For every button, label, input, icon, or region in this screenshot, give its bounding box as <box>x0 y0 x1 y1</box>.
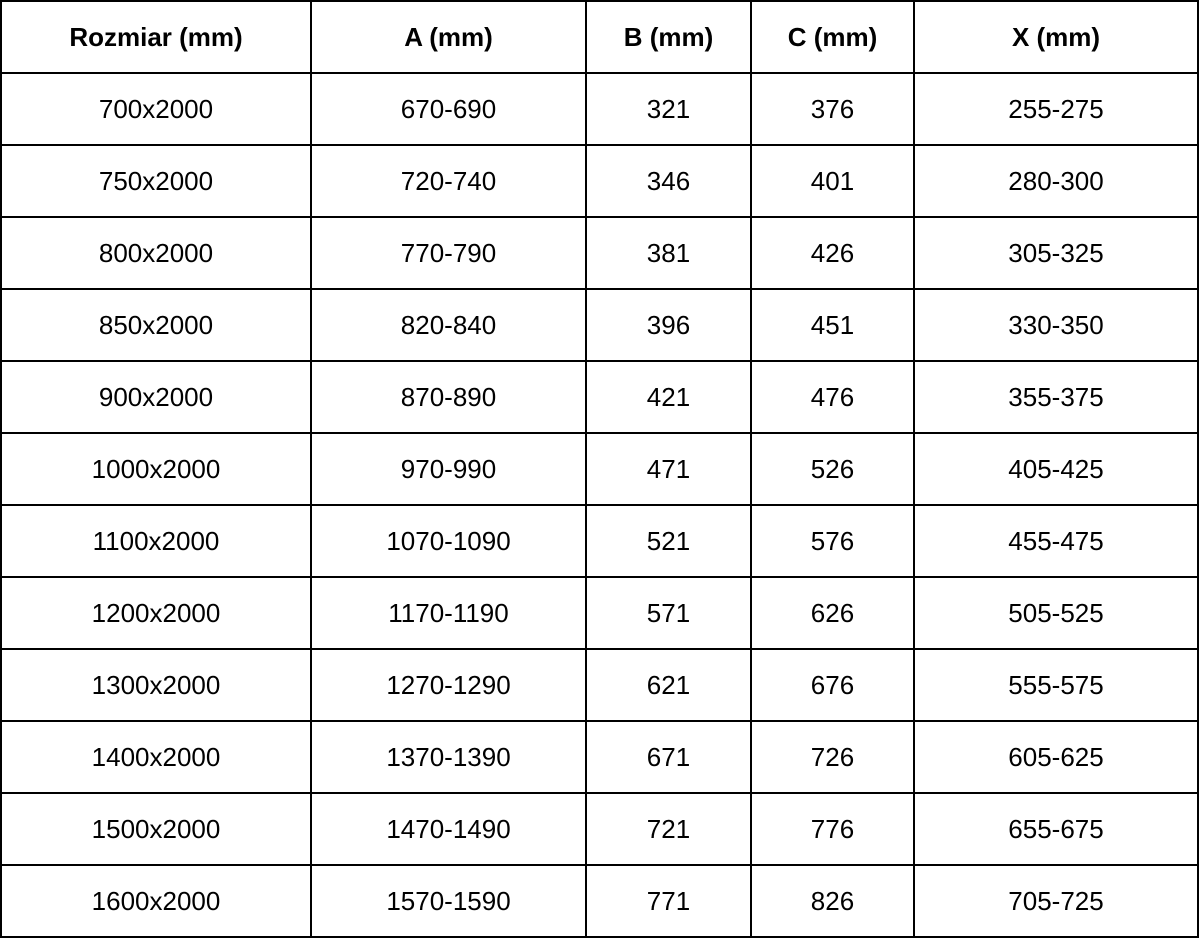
table-cell-x: 355-375 <box>913 360 1199 434</box>
table-cell-rozmiar: 1000x2000 <box>0 432 312 506</box>
table-cell-a: 970-990 <box>310 432 587 506</box>
table-row: 1600x2000 1570-1590 771 826 705-725 <box>0 864 1199 938</box>
table-header-row: Rozmiar (mm) A (mm) B (mm) C (mm) X (mm) <box>0 0 1199 74</box>
table-cell-x: 455-475 <box>913 504 1199 578</box>
table-cell-x: 280-300 <box>913 144 1199 218</box>
table-cell-b: 721 <box>585 792 752 866</box>
table-cell-b: 521 <box>585 504 752 578</box>
table-cell-rozmiar: 1600x2000 <box>0 864 312 938</box>
table-cell-x: 655-675 <box>913 792 1199 866</box>
table-cell-rozmiar: 1500x2000 <box>0 792 312 866</box>
table-cell-rozmiar: 700x2000 <box>0 72 312 146</box>
table-cell-c: 426 <box>750 216 915 290</box>
table-cell-b: 671 <box>585 720 752 794</box>
table-cell-a: 870-890 <box>310 360 587 434</box>
table-row: 900x2000 870-890 421 476 355-375 <box>0 360 1199 434</box>
table-cell-x: 505-525 <box>913 576 1199 650</box>
table-row: 1300x2000 1270-1290 621 676 555-575 <box>0 648 1199 722</box>
table-row: 1200x2000 1170-1190 571 626 505-525 <box>0 576 1199 650</box>
table-row: 700x2000 670-690 321 376 255-275 <box>0 72 1199 146</box>
table-row: 1000x2000 970-990 471 526 405-425 <box>0 432 1199 506</box>
table-cell-a: 1070-1090 <box>310 504 587 578</box>
table-cell-a: 1470-1490 <box>310 792 587 866</box>
table-cell-x: 330-350 <box>913 288 1199 362</box>
table-cell-a: 1570-1590 <box>310 864 587 938</box>
table-row: 1500x2000 1470-1490 721 776 655-675 <box>0 792 1199 866</box>
table-cell-x: 255-275 <box>913 72 1199 146</box>
table-cell-b: 381 <box>585 216 752 290</box>
table-cell-x: 705-725 <box>913 864 1199 938</box>
table-cell-b: 621 <box>585 648 752 722</box>
table-cell-c: 776 <box>750 792 915 866</box>
table-cell-c: 476 <box>750 360 915 434</box>
table-cell-b: 346 <box>585 144 752 218</box>
table-cell-a: 1370-1390 <box>310 720 587 794</box>
table-cell-c: 726 <box>750 720 915 794</box>
table-cell-a: 1170-1190 <box>310 576 587 650</box>
table-cell-x: 605-625 <box>913 720 1199 794</box>
table-cell-a: 820-840 <box>310 288 587 362</box>
table-cell-rozmiar: 900x2000 <box>0 360 312 434</box>
table-cell-b: 471 <box>585 432 752 506</box>
table-row: 800x2000 770-790 381 426 305-325 <box>0 216 1199 290</box>
table-cell-x: 305-325 <box>913 216 1199 290</box>
table-cell-c: 826 <box>750 864 915 938</box>
table-cell-rozmiar: 1400x2000 <box>0 720 312 794</box>
table-cell-b: 421 <box>585 360 752 434</box>
table-cell-rozmiar: 1200x2000 <box>0 576 312 650</box>
table-cell-c: 576 <box>750 504 915 578</box>
table-cell-x: 555-575 <box>913 648 1199 722</box>
column-header-c: C (mm) <box>750 0 915 74</box>
table-cell-b: 571 <box>585 576 752 650</box>
table-cell-rozmiar: 1300x2000 <box>0 648 312 722</box>
table-body: 700x2000 670-690 321 376 255-275 750x2000 720-… <box>0 72 1199 938</box>
table-cell-c: 401 <box>750 144 915 218</box>
table-row: 1400x2000 1370-1390 671 726 605-625 <box>0 720 1199 794</box>
column-header-a: A (mm) <box>310 0 587 74</box>
table-cell-c: 451 <box>750 288 915 362</box>
table-cell-c: 626 <box>750 576 915 650</box>
table-cell-c: 676 <box>750 648 915 722</box>
table-cell-c: 526 <box>750 432 915 506</box>
table-cell-rozmiar: 1100x2000 <box>0 504 312 578</box>
table-cell-a: 720-740 <box>310 144 587 218</box>
table-cell-rozmiar: 750x2000 <box>0 144 312 218</box>
column-header-x: X (mm) <box>913 0 1199 74</box>
table-cell-b: 321 <box>585 72 752 146</box>
table-cell-rozmiar: 800x2000 <box>0 216 312 290</box>
column-header-b: B (mm) <box>585 0 752 74</box>
table-cell-a: 770-790 <box>310 216 587 290</box>
table-row: 750x2000 720-740 346 401 280-300 <box>0 144 1199 218</box>
table-cell-x: 405-425 <box>913 432 1199 506</box>
table-cell-a: 1270-1290 <box>310 648 587 722</box>
column-header-rozmiar: Rozmiar (mm) <box>0 0 312 74</box>
table-cell-b: 396 <box>585 288 752 362</box>
table-cell-a: 670-690 <box>310 72 587 146</box>
table-cell-rozmiar: 850x2000 <box>0 288 312 362</box>
table-row: 850x2000 820-840 396 451 330-350 <box>0 288 1199 362</box>
table-cell-b: 771 <box>585 864 752 938</box>
table-cell-c: 376 <box>750 72 915 146</box>
table-row: 1100x2000 1070-1090 521 576 455-475 <box>0 504 1199 578</box>
